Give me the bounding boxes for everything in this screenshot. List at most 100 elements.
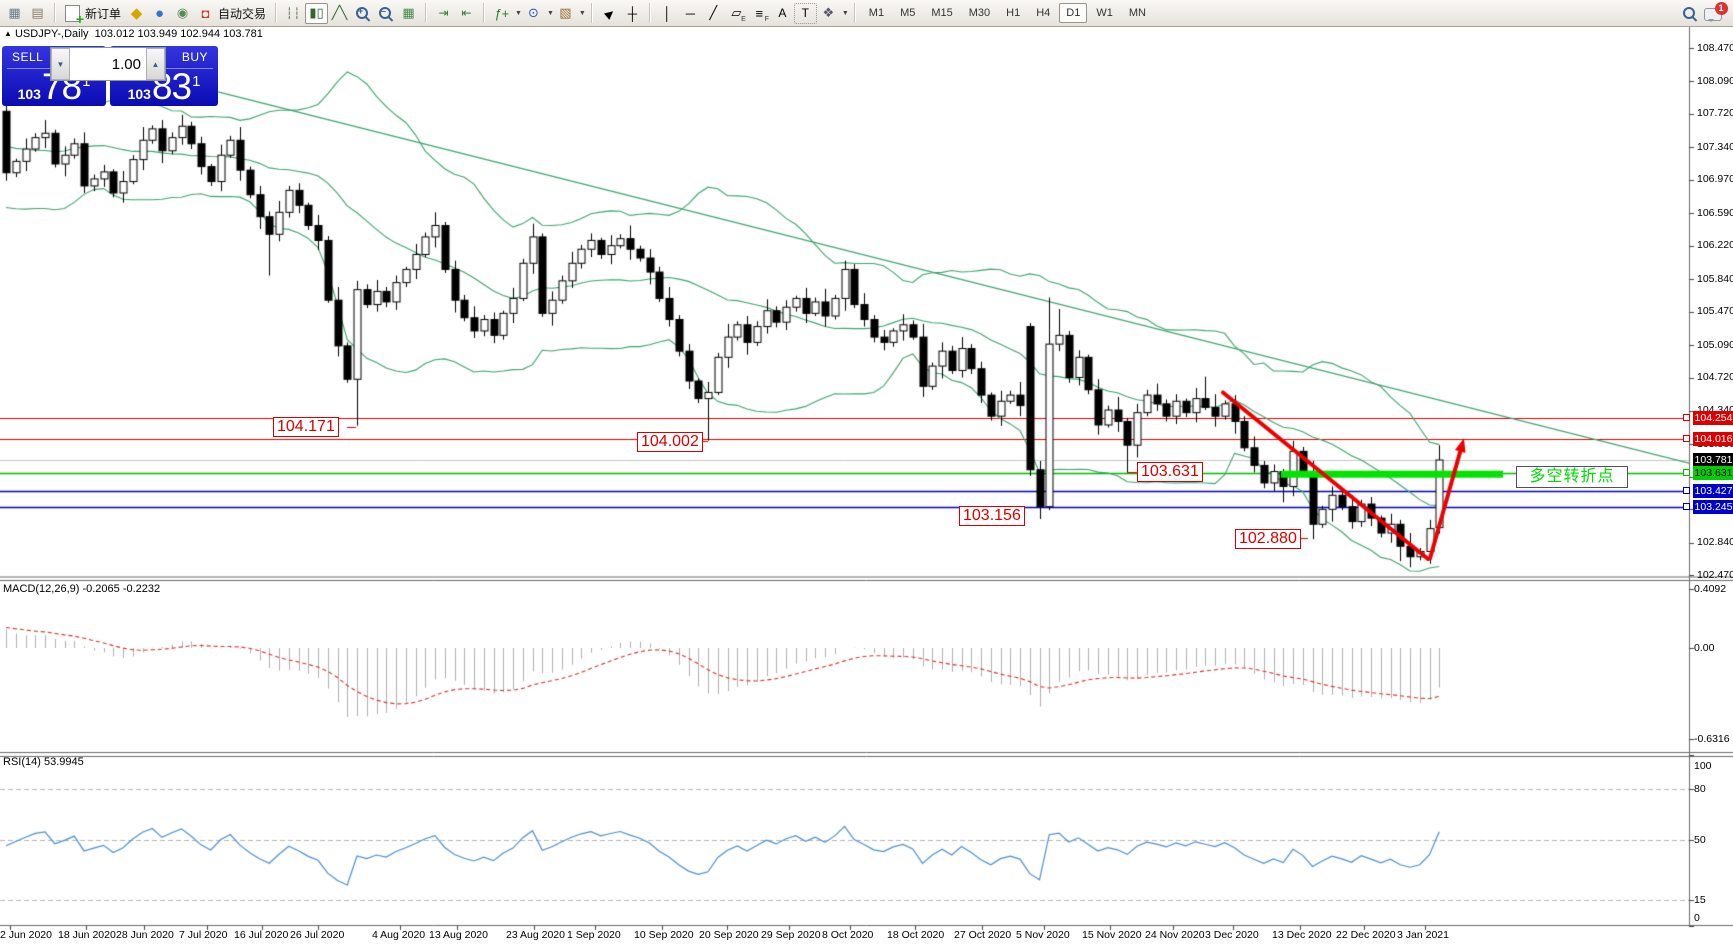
- timeframe-h1[interactable]: H1: [1006, 7, 1021, 19]
- price-axis-tick: 107.340: [1697, 140, 1733, 153]
- date-axis-label: 27 Oct 2020: [954, 929, 1012, 941]
- price-callout[interactable]: 104.002: [637, 432, 703, 452]
- chart-shift-icon[interactable]: ⇤: [461, 6, 472, 20]
- date-axis-label: 7 Jul 2020: [179, 929, 228, 941]
- templates-icon[interactable]: ▧: [559, 5, 572, 20]
- new-order-icon[interactable]: [61, 3, 84, 27]
- equidistant-channel-icon[interactable]: ▱ E: [731, 5, 746, 23]
- date-axis-label: 15 Nov 2020: [1082, 929, 1142, 941]
- trendline-icon[interactable]: ╱: [709, 5, 718, 20]
- price-callout[interactable]: 104.171: [273, 417, 339, 437]
- axis-price-label: 103.245: [1693, 500, 1733, 515]
- turning-point-note[interactable]: 多空转折点: [1516, 466, 1628, 488]
- new-chart-icon[interactable]: ▦: [8, 5, 21, 20]
- periods-icon[interactable]: ⊙: [528, 5, 539, 20]
- price-axis-tick: 105.090: [1697, 338, 1733, 351]
- date-axis-label: 29 Sep 2020: [761, 929, 821, 941]
- hline-marker[interactable]: [1683, 469, 1690, 477]
- zoom-in-icon[interactable]: +: [351, 3, 374, 24]
- one-click-trading-panel: SELL 103 78 1 BUY 103 83 1 ▼ 1.00 ▲: [2, 44, 218, 107]
- rsi-axis-label: 50: [1694, 834, 1706, 847]
- hline-marker[interactable]: [1683, 503, 1690, 511]
- price-callout[interactable]: 103.156: [959, 506, 1025, 526]
- notification-badge: 1: [1714, 1, 1728, 15]
- price-axis-tick: 105.840: [1697, 272, 1733, 285]
- timeframe-h4[interactable]: H4: [1036, 7, 1051, 19]
- hline-marker[interactable]: [1683, 414, 1690, 422]
- line-chart-icon[interactable]: ╱╲: [331, 5, 348, 20]
- date-axis-label: 23 Aug 2020: [506, 929, 565, 941]
- rsi-axis-label: 15: [1694, 893, 1706, 906]
- search-icon[interactable]: [1678, 3, 1701, 24]
- timeframe-w1[interactable]: W1: [1096, 7, 1113, 19]
- volume-control: ▼ 1.00 ▲: [50, 47, 166, 81]
- price-axis-tick: 104.720: [1697, 371, 1733, 383]
- price-callout[interactable]: 102.880: [1235, 529, 1301, 549]
- hline-marker[interactable]: [1683, 487, 1690, 495]
- auto-trading-icon[interactable]: ◘: [201, 5, 210, 21]
- axis-price-label: 103.781: [1693, 453, 1733, 468]
- volume-input[interactable]: 1.00: [111, 55, 141, 73]
- date-axis-label: 16 Jul 2020: [234, 929, 289, 941]
- volume-increase-button[interactable]: ▲: [146, 48, 165, 80]
- date-axis-label: 13 Aug 2020: [429, 929, 488, 941]
- macd-axis-label: -0.6316: [1694, 732, 1730, 745]
- indicators-dropdown-icon[interactable]: ▼: [515, 9, 522, 17]
- date-axis-label: 8 Oct 2020: [822, 929, 874, 941]
- bar-chart-icon[interactable]: ┆┆: [285, 7, 302, 20]
- indicators-icon[interactable]: ƒ+: [494, 5, 509, 21]
- toolbar-separator: [275, 3, 278, 23]
- toolbar-separator: [590, 3, 593, 23]
- timeframe-d1[interactable]: D1: [1059, 3, 1088, 23]
- chat-icon[interactable]: 1: [1701, 1, 1728, 24]
- tile-windows-icon[interactable]: ▦: [402, 5, 415, 20]
- timeframe-mn[interactable]: MN: [1128, 7, 1146, 19]
- auto-trading-button[interactable]: 自动交易: [218, 6, 267, 21]
- date-axis-label: 28 Jun 2020: [116, 929, 174, 941]
- toolbar-separator: [853, 3, 856, 23]
- price-axis-tick: 107.720: [1697, 107, 1733, 120]
- collapse-icon[interactable]: ▲: [4, 29, 12, 38]
- signals-icon[interactable]: ◉: [176, 5, 189, 20]
- new-order-button[interactable]: 新订单: [85, 6, 122, 21]
- price-axis-tick: 102.470: [1697, 568, 1733, 581]
- templates-dropdown-icon[interactable]: ▼: [578, 9, 586, 17]
- shapes-dropdown-icon[interactable]: ▼: [841, 9, 849, 17]
- axis-price-label: 103.631: [1693, 466, 1733, 481]
- rsi-label: RSI(14) 53.9945: [3, 756, 84, 768]
- shapes-icon[interactable]: ❖: [822, 5, 835, 20]
- rsi-axis-label: 0: [1694, 912, 1700, 924]
- date-axis-label: 10 Sep 2020: [634, 929, 694, 941]
- candle-chart-icon[interactable]: ▮▯: [305, 2, 329, 24]
- community-icon[interactable]: ●: [154, 4, 165, 22]
- price-callout[interactable]: 103.631: [1137, 462, 1203, 482]
- text-icon[interactable]: A: [778, 6, 787, 20]
- horizontal-line-icon[interactable]: ─: [685, 5, 695, 21]
- vertical-line-icon[interactable]: │: [663, 5, 672, 21]
- zoom-out-icon[interactable]: –: [374, 3, 397, 24]
- crosshair-icon[interactable]: ┼: [627, 5, 637, 21]
- date-axis-label: 13 Dec 2020: [1272, 929, 1332, 941]
- timeframe-m1[interactable]: M1: [868, 7, 885, 19]
- axis-price-label: 104.254: [1693, 411, 1733, 426]
- timeframe-m15[interactable]: M15: [931, 7, 953, 19]
- macd-axis-label: 0.4092: [1694, 583, 1727, 596]
- toolbar-separator: [483, 3, 486, 23]
- date-axis-label: 18 Oct 2020: [887, 929, 945, 941]
- deposit-icon[interactable]: ◆: [130, 5, 143, 22]
- hline-marker[interactable]: [1683, 435, 1690, 443]
- label-icon[interactable]: T: [793, 2, 817, 24]
- fibonacci-icon[interactable]: ≡ F: [755, 5, 769, 23]
- date-axis-label: 22 Dec 2020: [1336, 929, 1396, 941]
- periods-dropdown-icon[interactable]: ▼: [546, 9, 554, 17]
- date-axis-label: 18 Jun 2020: [58, 929, 116, 941]
- price-axis-tick: 102.840: [1697, 536, 1733, 549]
- auto-scroll-icon[interactable]: ⇥: [438, 6, 449, 20]
- rsi-axis-label: 100: [1694, 760, 1712, 772]
- timeframe-m5[interactable]: M5: [900, 7, 916, 19]
- timeframe-m30[interactable]: M30: [968, 7, 991, 19]
- toolbar: ▦ ▤ 新订单 ◆ ● ◉ ◘ 自动交易 ┆┆ ▮▯ ╱╲ + – ▦ ⇥ ⇤ …: [0, 0, 1733, 27]
- profiles-icon[interactable]: ▤: [31, 5, 44, 20]
- volume-decrease-button[interactable]: ▼: [51, 48, 70, 80]
